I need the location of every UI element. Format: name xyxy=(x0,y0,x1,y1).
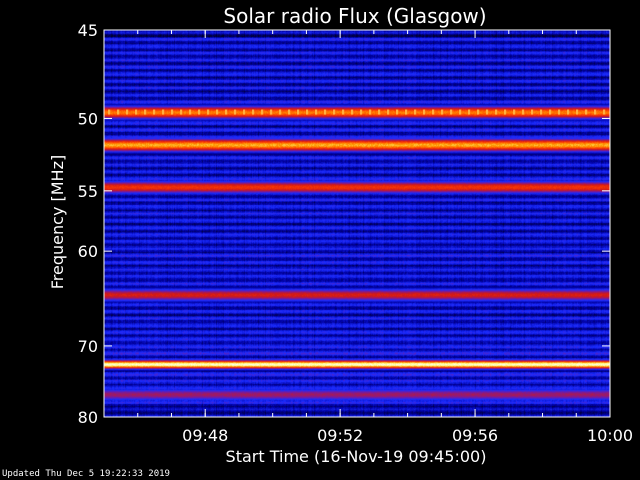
interference-dot xyxy=(216,109,219,115)
interference-dot xyxy=(117,109,120,115)
interference-dot xyxy=(414,109,417,115)
interference-dot xyxy=(522,109,525,115)
interference-dot xyxy=(468,109,471,115)
interference-dot xyxy=(486,109,489,115)
interference-dot xyxy=(162,109,165,115)
interference-dot xyxy=(576,109,579,115)
interference-dot xyxy=(360,109,363,115)
x-tick-label: 10:00 xyxy=(587,426,633,445)
y-axis: 45 50 55 60 70 80 xyxy=(78,21,610,427)
y-tick-label: 50 xyxy=(78,109,98,128)
interference-dot xyxy=(396,109,399,115)
interference-dot xyxy=(594,109,597,115)
interference-dot xyxy=(171,109,174,115)
interference-dot xyxy=(558,109,561,115)
interference-dot xyxy=(531,109,534,115)
interference-dot xyxy=(243,109,246,115)
interference-dot xyxy=(504,109,507,115)
interference-dot xyxy=(144,109,147,115)
y-tick-label: 45 xyxy=(78,21,98,40)
y-tick-label: 55 xyxy=(78,182,98,201)
interference-dot xyxy=(270,109,273,115)
y-axis-label: Frequency [MHz] xyxy=(48,155,67,289)
y-tick-label: 60 xyxy=(78,242,98,261)
interference-dot xyxy=(153,109,156,115)
interference-dot xyxy=(225,109,228,115)
x-tick-label: 09:48 xyxy=(182,426,228,445)
interference-dot xyxy=(306,109,309,115)
interference-dot xyxy=(369,109,372,115)
interference-dot xyxy=(378,109,381,115)
interference-dot xyxy=(297,109,300,115)
interference-dot xyxy=(432,109,435,115)
interference-dot xyxy=(351,109,354,115)
plot-area xyxy=(103,29,611,418)
spectrogram-raster xyxy=(104,30,610,417)
y-tick-label: 80 xyxy=(78,408,98,427)
interference-dot xyxy=(207,109,210,115)
interference-dot xyxy=(261,109,264,115)
x-axis-label: Start Time (16-Nov-19 09:45:00) xyxy=(226,447,487,466)
interference-dot xyxy=(342,109,345,115)
interference-dot xyxy=(252,109,255,115)
interference-dot xyxy=(324,109,327,115)
updated-timestamp: Updated Thu Dec 5 19:22:33 2019 xyxy=(2,469,170,479)
plot-frame xyxy=(103,29,611,418)
interference-dot xyxy=(567,109,570,115)
interference-dot xyxy=(513,109,516,115)
interference-dot xyxy=(189,109,192,115)
interference-dot xyxy=(459,109,462,115)
interference-dot xyxy=(135,109,138,115)
x-tick-label: 09:52 xyxy=(317,426,363,445)
interference-dot xyxy=(450,109,453,115)
interference-dot xyxy=(549,109,552,115)
x-axis: 09:48 09:52 09:56 10:00 xyxy=(137,30,633,445)
y-tick-label: 70 xyxy=(78,337,98,356)
interference-dot xyxy=(495,109,498,115)
interference-dot xyxy=(108,109,111,115)
interference-dot xyxy=(315,109,318,115)
x-tick-label: 09:56 xyxy=(452,426,498,445)
interference-dot xyxy=(387,109,390,115)
interference-dot xyxy=(585,109,588,115)
interference-dot xyxy=(405,109,408,115)
interference-dot xyxy=(540,109,543,115)
interference-dot xyxy=(279,109,282,115)
interference-dot xyxy=(180,109,183,115)
interference-dot xyxy=(333,109,336,115)
interference-dot xyxy=(234,109,237,115)
interference-dot xyxy=(198,109,201,115)
interference-dot xyxy=(288,109,291,115)
interference-dot xyxy=(423,109,426,115)
interference-dot xyxy=(477,109,480,115)
interference-dot xyxy=(441,109,444,115)
interference-dot xyxy=(603,109,606,115)
interference-dot xyxy=(126,109,129,115)
chart-title: Solar radio Flux (Glasgow) xyxy=(223,4,486,28)
